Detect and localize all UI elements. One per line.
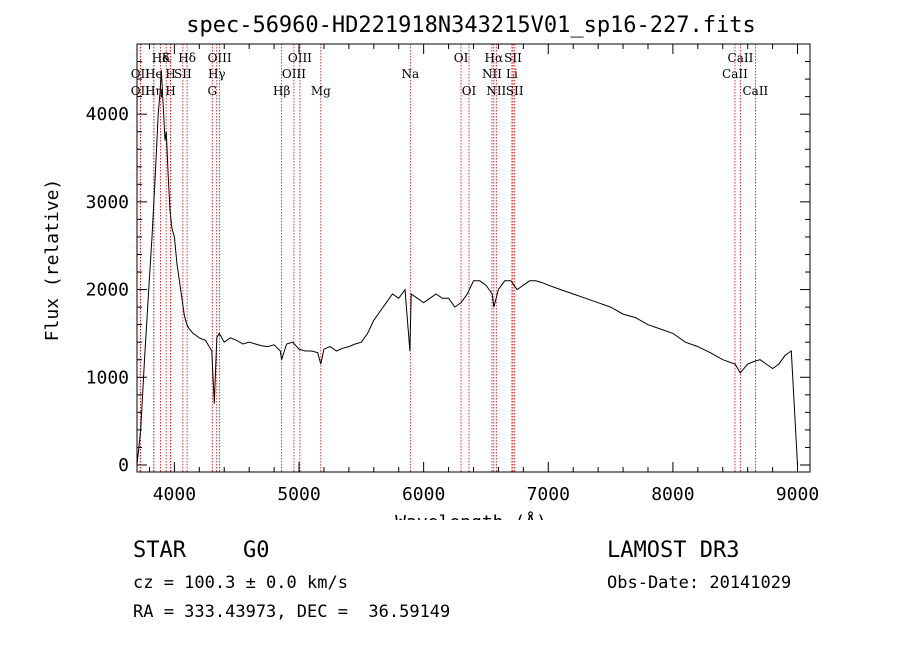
y-tick-label: 1000 bbox=[86, 367, 129, 388]
line-label: Mg bbox=[311, 84, 331, 98]
spectrum-line bbox=[136, 70, 798, 466]
line-label: G bbox=[207, 84, 217, 98]
line-label: CaII bbox=[722, 67, 748, 81]
x-tick-label: 9000 bbox=[776, 484, 819, 505]
plot-frame bbox=[136, 43, 811, 473]
line-label: OIII bbox=[288, 51, 312, 65]
line-label: K bbox=[162, 51, 172, 65]
line-label: SII bbox=[504, 51, 522, 65]
line-label: SII bbox=[506, 84, 524, 98]
y-axis-ticks: 0 1000 2000 3000 4000 bbox=[86, 61, 810, 476]
spectral-line-markers bbox=[139, 44, 756, 472]
x-tick-label: 6000 bbox=[402, 484, 445, 505]
line-label: Li bbox=[506, 67, 518, 81]
spectrum-chart: spec-56960-HD221918N343215V01_sp16-227.f… bbox=[42, 13, 819, 520]
line-label: OI bbox=[462, 84, 477, 98]
object-class: STAR bbox=[133, 538, 186, 563]
redshift-readout: cz = 100.3 ± 0.0 km/s bbox=[133, 573, 348, 593]
x-tick-label: 4000 bbox=[153, 484, 196, 505]
y-tick-label: 3000 bbox=[86, 192, 129, 213]
y-axis-label: Flux (relative) bbox=[42, 179, 63, 342]
coordinates-readout: RA = 333.43973, DEC = 36.59149 bbox=[133, 602, 451, 622]
x-tick-label: 8000 bbox=[651, 484, 694, 505]
line-label: NII bbox=[482, 67, 502, 81]
survey-name: LAMOST DR3 bbox=[607, 538, 740, 563]
x-axis-label: Wavelength (Å) bbox=[395, 511, 547, 520]
x-tick-label: 5000 bbox=[277, 484, 320, 505]
line-label: OIII bbox=[208, 51, 232, 65]
x-axis-ticks: 4000 5000 6000 7000 8000 9000 bbox=[148, 44, 819, 505]
line-label: Hγ bbox=[208, 67, 226, 81]
y-tick-label: 2000 bbox=[86, 280, 129, 301]
x-tick-label: 7000 bbox=[527, 484, 570, 505]
line-label: CaII bbox=[728, 51, 754, 65]
y-tick-label: 0 bbox=[118, 455, 129, 476]
line-label: SII bbox=[174, 67, 192, 81]
line-label: OII bbox=[131, 84, 151, 98]
spectral-subclass: G0 bbox=[243, 538, 270, 563]
line-label: OIII bbox=[282, 67, 306, 81]
line-label: Hη bbox=[145, 84, 163, 98]
line-label: Hδ bbox=[178, 51, 196, 65]
line-label: Hδ bbox=[152, 51, 170, 65]
line-label: H bbox=[165, 84, 175, 98]
line-label: Na bbox=[401, 67, 419, 81]
line-label: OII bbox=[131, 67, 151, 81]
line-label: Hβ bbox=[273, 84, 290, 98]
line-label: Hα bbox=[485, 51, 504, 65]
y-tick-label: 4000 bbox=[86, 104, 129, 125]
line-label: H bbox=[165, 67, 175, 81]
line-label: CaII bbox=[742, 84, 768, 98]
observation-date: Obs-Date: 20141029 bbox=[607, 573, 792, 593]
chart-title: spec-56960-HD221918N343215V01_sp16-227.f… bbox=[186, 13, 756, 38]
line-label: NII bbox=[486, 84, 506, 98]
line-label: He bbox=[145, 67, 163, 81]
line-label: OI bbox=[454, 51, 469, 65]
